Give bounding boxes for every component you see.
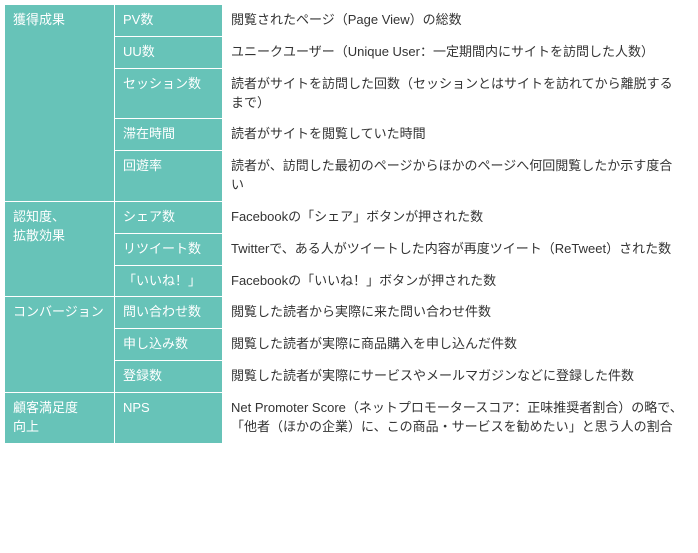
description-cell: Facebookの「シェア」ボタンが押された数	[223, 201, 694, 233]
table-row: コンバージョン 問い合わせ数 閲覧した読者から実際に来た問い合わせ件数	[5, 297, 694, 329]
table-row: 獲得成果 PV数 閲覧されたページ（Page View）の総数	[5, 5, 694, 37]
description-cell: 読者が、訪問した最初のページからほかのページへ何回閲覧したか示す度合い	[223, 151, 694, 202]
description-cell: 閲覧した読者が実際に商品購入を申し込んだ件数	[223, 329, 694, 361]
metric-cell: PV数	[115, 5, 223, 37]
description-cell: 読者がサイトを訪問した回数（セッションとはサイトを訪れてから離脱するまで）	[223, 68, 694, 119]
metric-cell: セッション数	[115, 68, 223, 119]
metric-cell: シェア数	[115, 201, 223, 233]
metric-cell: 「いいね！」	[115, 265, 223, 297]
description-cell: 読者がサイトを閲覧していた時間	[223, 119, 694, 151]
metric-cell: 申し込み数	[115, 329, 223, 361]
description-cell: Facebookの「いいね！」ボタンが押された数	[223, 265, 694, 297]
metric-cell: 回遊率	[115, 151, 223, 202]
category-cell: 認知度、 拡散効果	[5, 201, 115, 297]
table-row: 認知度、 拡散効果 シェア数 Facebookの「シェア」ボタンが押された数	[5, 201, 694, 233]
description-cell: ユニークユーザー（Unique User：一定期間内にサイトを訪問した人数）	[223, 36, 694, 68]
description-cell: 閲覧されたページ（Page View）の総数	[223, 5, 694, 37]
table-row: 顧客満足度 向上 NPS Net Promoter Score（ネットプロモータ…	[5, 392, 694, 443]
description-cell: 閲覧した読者から実際に来た問い合わせ件数	[223, 297, 694, 329]
metric-cell: UU数	[115, 36, 223, 68]
description-cell: Net Promoter Score（ネットプロモータースコア：正味推奨者割合）…	[223, 392, 694, 443]
metric-cell: 問い合わせ数	[115, 297, 223, 329]
metric-cell: リツイート数	[115, 233, 223, 265]
metrics-table: 獲得成果 PV数 閲覧されたページ（Page View）の総数 UU数 ユニーク…	[4, 4, 694, 444]
category-cell: 獲得成果	[5, 5, 115, 202]
metric-cell: 滞在時間	[115, 119, 223, 151]
metrics-table-body: 獲得成果 PV数 閲覧されたページ（Page View）の総数 UU数 ユニーク…	[5, 5, 694, 444]
metric-cell: 登録数	[115, 361, 223, 393]
description-cell: 閲覧した読者が実際にサービスやメールマガジンなどに登録した件数	[223, 361, 694, 393]
description-cell: Twitterで、ある人がツイートした内容が再度ツイート（ReTweet）された…	[223, 233, 694, 265]
metric-cell: NPS	[115, 392, 223, 443]
category-cell: 顧客満足度 向上	[5, 392, 115, 443]
category-cell: コンバージョン	[5, 297, 115, 393]
